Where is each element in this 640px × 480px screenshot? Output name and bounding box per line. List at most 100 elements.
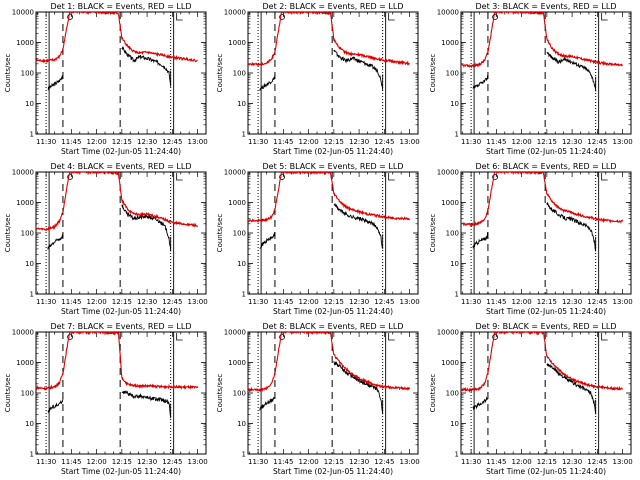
x-tick-label: 11:45 <box>273 298 293 306</box>
y-tick-label: 10000 <box>224 169 246 177</box>
y-tick-label: 100 <box>21 70 34 78</box>
corner-bracket-glyph <box>176 13 183 21</box>
y-tick-label: 100 <box>446 390 459 398</box>
corner-bracket-glyph <box>388 333 395 341</box>
corner-bracket-glyph <box>601 173 608 181</box>
x-tick-label: 13:00 <box>187 298 207 306</box>
x-tick-label: 12:15 <box>324 458 344 466</box>
series-group <box>248 332 411 415</box>
y-tick-label: 100 <box>21 390 34 398</box>
panel-title: Det 2: BLACK = Events, RED = LLD <box>263 2 404 11</box>
x-axis-label: Start Time (02-Jun-05 11:24:40) <box>273 307 393 316</box>
y-tick-label: 1000 <box>441 359 459 367</box>
y-tick-label: 1 <box>242 291 246 299</box>
x-tick-label: 12:00 <box>299 298 319 306</box>
events-series-line <box>121 204 172 250</box>
x-tick-label: 12:15 <box>324 138 344 146</box>
panel-title: Det 4: BLACK = Events, RED = LLD <box>51 162 192 171</box>
y-tick-label: 1000 <box>441 199 459 207</box>
y-tick-label: 100 <box>233 70 246 78</box>
y-tick-label: 1000 <box>16 359 34 367</box>
x-tick-label: 12:15 <box>112 298 132 306</box>
y-axis-label: Counts/sec <box>216 214 224 253</box>
x-tick-label: 12:45 <box>374 138 394 146</box>
events-series-line <box>546 51 597 90</box>
corner-circle-glyph <box>67 334 73 340</box>
x-axis-label: Start Time (02-Jun-05 11:24:40) <box>486 467 606 476</box>
panel-det-8: Det 8: BLACK = Events, RED = LLD Counts/s… <box>216 322 420 476</box>
x-axis-label: Start Time (02-Jun-05 11:24:40) <box>61 147 181 156</box>
events-series-line <box>47 234 64 250</box>
x-tick-label: 12:00 <box>87 458 107 466</box>
panel-det-1: Det 1: BLACK = Events, RED = LLD Counts/s… <box>4 2 208 156</box>
x-tick-label: 11:30 <box>36 458 56 466</box>
y-tick-label: 100 <box>21 230 34 238</box>
x-tick-label: 12:45 <box>374 298 394 306</box>
y-tick-label: 10 <box>450 100 459 108</box>
x-tick-label: 12:30 <box>349 298 369 306</box>
y-tick-label: 1 <box>455 131 459 139</box>
panel-title: Det 7: BLACK = Events, RED = LLD <box>51 322 192 331</box>
y-tick-label: 10 <box>237 100 246 108</box>
series-group <box>248 12 410 91</box>
y-tick-label: 100 <box>233 230 246 238</box>
corner-circle-glyph <box>67 14 73 20</box>
x-tick-label: 12:00 <box>299 138 319 146</box>
x-tick-label: 12:30 <box>349 458 369 466</box>
panel-title: Det 8: BLACK = Events, RED = LLD <box>263 322 404 331</box>
y-tick-label: 1 <box>30 291 34 299</box>
x-tick-label: 13:00 <box>399 138 419 146</box>
x-tick-label: 12:15 <box>537 458 557 466</box>
lld-series-line <box>461 332 624 393</box>
x-tick-label: 13:00 <box>612 298 632 306</box>
series-group <box>36 172 199 252</box>
x-tick-label: 11:45 <box>273 138 293 146</box>
y-tick-label: 10000 <box>224 9 246 17</box>
x-tick-label: 12:00 <box>512 458 532 466</box>
x-tick-label: 13:00 <box>187 458 207 466</box>
y-tick-label: 10 <box>25 100 34 108</box>
x-tick-label: 11:30 <box>461 458 481 466</box>
x-tick-label: 11:45 <box>273 458 293 466</box>
y-tick-label: 100 <box>446 230 459 238</box>
x-tick-label: 12:15 <box>537 298 557 306</box>
y-tick-label: 1000 <box>228 199 246 207</box>
y-axis-label: Counts/sec <box>4 54 12 93</box>
series-group <box>36 332 199 419</box>
x-axis-label: Start Time (02-Jun-05 11:24:40) <box>273 147 393 156</box>
x-tick-label: 12:30 <box>562 138 582 146</box>
x-tick-label: 13:00 <box>187 138 207 146</box>
x-tick-label: 11:45 <box>61 298 81 306</box>
x-tick-label: 11:30 <box>36 298 56 306</box>
y-tick-label: 1 <box>30 451 34 459</box>
events-series-line <box>472 74 489 89</box>
y-axis-label: Counts/sec <box>4 214 12 253</box>
lld-series-line <box>248 172 411 223</box>
corner-circle-glyph <box>279 14 285 20</box>
x-axis-label: Start Time (02-Jun-05 11:24:40) <box>486 147 606 156</box>
x-axis-label: Start Time (02-Jun-05 11:24:40) <box>273 467 393 476</box>
x-tick-label: 11:30 <box>248 298 268 306</box>
y-tick-label: 1000 <box>228 359 246 367</box>
x-tick-label: 12:45 <box>587 298 607 306</box>
corner-circle-glyph <box>279 334 285 340</box>
y-tick-label: 1000 <box>228 39 246 47</box>
y-tick-label: 10 <box>237 420 246 428</box>
y-tick-label: 10 <box>25 260 34 268</box>
corner-bracket-glyph <box>601 13 608 21</box>
x-tick-label: 12:00 <box>299 458 319 466</box>
y-tick-label: 100 <box>233 390 246 398</box>
x-tick-label: 12:00 <box>87 298 107 306</box>
y-tick-label: 1 <box>455 451 459 459</box>
x-tick-label: 11:45 <box>61 138 81 146</box>
x-tick-label: 13:00 <box>399 458 419 466</box>
x-tick-label: 11:30 <box>36 138 56 146</box>
x-tick-label: 12:45 <box>162 298 182 306</box>
y-tick-label: 10 <box>450 260 459 268</box>
events-series-line <box>333 49 384 91</box>
y-tick-label: 100 <box>446 70 459 78</box>
events-series-line <box>259 232 276 249</box>
y-tick-label: 10000 <box>12 329 34 337</box>
panel-det-3: Det 3: BLACK = Events, RED = LLD Counts/s… <box>429 2 633 156</box>
